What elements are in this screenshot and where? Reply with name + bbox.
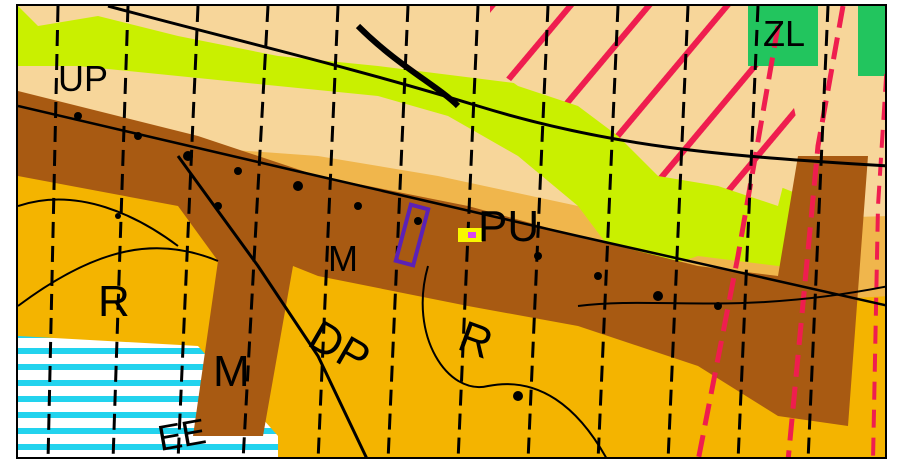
hatched-zone <box>490 6 798 206</box>
zoning-map[interactable]: R M DP R M PU EE ZL UP <box>18 6 887 459</box>
label-r-left: R <box>98 277 130 326</box>
forest-zone <box>748 6 818 66</box>
infrastructure-lines <box>18 6 885 457</box>
map-frame[interactable]: R M DP R M PU EE ZL UP <box>16 4 887 459</box>
parcel-marker[interactable] <box>393 202 431 268</box>
boundary-line <box>785 6 846 457</box>
label-ee: EE <box>154 410 208 459</box>
label-m-vertical: M <box>213 347 250 396</box>
label-pu: PU <box>478 202 539 251</box>
road-zone <box>18 91 868 436</box>
parcel-lines <box>46 6 830 457</box>
boundary-line-2 <box>696 25 781 457</box>
highlight-marker-inner <box>468 232 476 238</box>
building-dots <box>74 112 722 401</box>
label-m-road: M <box>328 238 358 279</box>
green-zone <box>18 6 838 276</box>
label-up: UP <box>58 58 108 99</box>
forest-zone-2 <box>858 6 885 76</box>
label-zl: ZL <box>763 13 805 54</box>
